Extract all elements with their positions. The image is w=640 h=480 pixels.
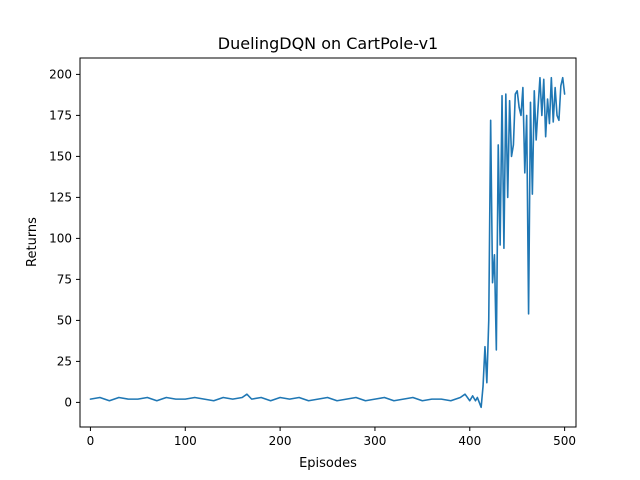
series-line-0 [89,76,566,409]
y-axis-ticks: 0 25 50 75 100 125 150 175 200 [49,67,80,409]
x-tick-label: 300 [363,434,386,448]
y-tick-label: 125 [49,190,72,204]
y-axis-label: Returns [25,217,40,267]
y-tick-label: 175 [49,108,72,122]
data-layer [89,76,566,409]
y-tick-label: 0 [64,395,72,409]
x-tick-label: 0 [87,434,95,448]
y-tick-label: 150 [49,149,72,163]
y-tick-label: 200 [49,67,72,81]
plot-area [80,58,576,427]
x-axis-label: Episodes [299,456,357,471]
y-tick-label: 75 [57,272,72,286]
y-tick-label: 50 [57,313,72,327]
x-tick-label: 200 [269,434,292,448]
x-axis-ticks: 0 100 200 300 400 500 [87,427,576,448]
chart-title: DuelingDQN on CartPole-v1 [218,34,438,53]
x-tick-label: 100 [174,434,197,448]
x-tick-label: 400 [458,434,481,448]
y-tick-label: 25 [57,354,72,368]
x-tick-label: 500 [553,434,576,448]
plot-frame [79,57,577,428]
y-tick-label: 100 [49,231,72,245]
